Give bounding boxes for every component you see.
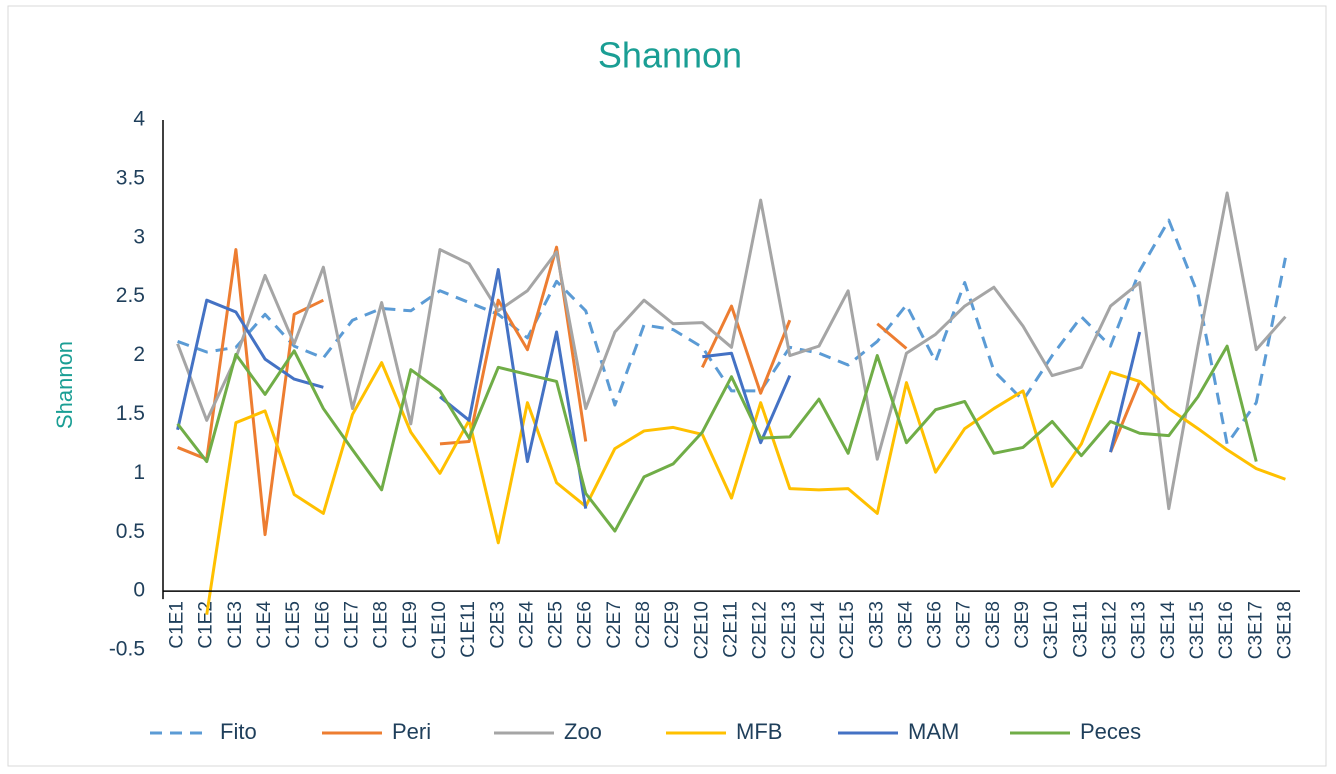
y-tick-label: 1.5 (116, 402, 145, 425)
x-tick-label: C2E10 (691, 601, 712, 659)
legend-label: MFB (736, 719, 782, 744)
x-tick-label: C3E10 (1041, 601, 1062, 659)
x-tick-label: C3E7 (954, 601, 975, 649)
x-tick-label: C1E10 (429, 601, 450, 659)
series-line (177, 245, 1142, 537)
legend-label: Peces (1080, 719, 1141, 744)
series-line (176, 191, 1287, 511)
x-tick-label: C3E3 (866, 601, 887, 649)
x-tick-label: C3E4 (895, 601, 916, 649)
x-tick-label: C1E11 (458, 601, 479, 658)
x-tick-label: C1E6 (312, 601, 333, 649)
y-tick-label: 2 (133, 343, 145, 366)
chart-title: Shannon (598, 35, 742, 76)
series-line (176, 344, 1258, 533)
x-tick-label: C2E6 (575, 601, 596, 649)
y-tick-label: 0 (133, 579, 145, 602)
y-tick-label: 3.5 (116, 166, 145, 189)
x-tick-label: C2E4 (516, 601, 537, 649)
legend-label: Fito (220, 719, 257, 744)
x-tick-label: C2E13 (779, 601, 800, 659)
series-line (205, 361, 1286, 615)
x-tick-label: C2E14 (808, 601, 829, 660)
x-tick-label: C1E4 (254, 601, 275, 649)
x-tick-label: C3E17 (1245, 601, 1266, 659)
x-tick-label: C2E9 (662, 601, 683, 649)
x-tick-label: C3E13 (1129, 601, 1150, 659)
legend-label: Zoo (564, 719, 602, 744)
y-tick-label: -0.5 (109, 638, 145, 661)
x-tick-label: C1E3 (225, 601, 246, 649)
legend-label: MAM (908, 719, 959, 744)
x-tick-label: C2E11 (721, 601, 742, 658)
x-tick-label: C3E14 (1158, 601, 1179, 660)
x-tick-label: C3E18 (1274, 601, 1295, 659)
y-tick-label: 2.5 (116, 284, 145, 307)
x-tick-label: C3E16 (1216, 601, 1237, 659)
legend-label: Peri (392, 719, 431, 744)
x-tick-label: C1E1 (167, 601, 188, 649)
x-tick-label: C1E8 (371, 601, 392, 649)
x-tick-label: C2E7 (604, 601, 625, 649)
x-tick-label: C3E15 (1187, 601, 1208, 659)
y-tick-label: 3 (133, 225, 145, 248)
y-tick-label: 1 (133, 461, 145, 484)
x-tick-label: C3E9 (1012, 601, 1033, 649)
x-tick-label: C2E3 (487, 601, 508, 649)
y-axis-label: Shannon (52, 341, 77, 429)
x-tick-label: C3E12 (1100, 601, 1121, 659)
x-tick-label: C2E12 (750, 601, 771, 659)
x-tick-label: C1E2 (196, 601, 217, 649)
x-tick-label: C1E9 (400, 601, 421, 649)
x-tick-label: C3E11 (1070, 601, 1091, 658)
x-tick-label: C2E8 (633, 601, 654, 649)
y-tick-label: 0.5 (116, 520, 145, 543)
x-tick-label: C2E15 (837, 601, 858, 659)
x-tick-label: C1E7 (342, 601, 363, 649)
x-tick-label: C3E6 (925, 601, 946, 649)
x-tick-label: C1E5 (283, 601, 304, 649)
series-line (177, 218, 1287, 446)
y-tick-label: 4 (133, 108, 145, 131)
series-line (176, 268, 1142, 509)
x-tick-label: C2E5 (546, 601, 567, 649)
x-tick-label: C3E8 (983, 601, 1004, 649)
